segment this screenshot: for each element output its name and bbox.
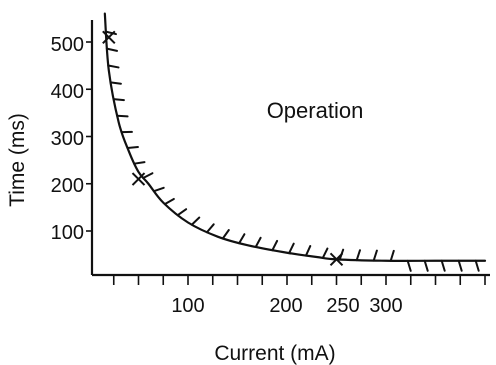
hatch-mark: [288, 242, 295, 255]
hatch-mark: [142, 172, 154, 180]
y-tick-label-300: 300: [51, 128, 84, 150]
hatch-mark: [440, 259, 446, 272]
hatch-mark: [190, 216, 201, 226]
y-tick-label-500: 500: [51, 34, 84, 56]
hatch-mark: [254, 236, 262, 248]
y-tick-label-100: 100: [51, 222, 84, 244]
hatch-mark: [116, 114, 129, 118]
x-tick-label-250: 250: [326, 295, 359, 317]
hatch-mark: [304, 245, 312, 257]
x-axis-label: Current (mA): [214, 342, 335, 365]
hatch-mark: [372, 249, 378, 262]
y-axis-ticks: [86, 41, 92, 232]
hatch-mark: [474, 259, 480, 272]
hatch-mark: [321, 247, 329, 259]
marked-point-3: [329, 252, 344, 267]
hatch-mark: [457, 259, 463, 272]
hatch-mark: [271, 239, 279, 252]
hatch-mark: [112, 98, 125, 102]
hatch-mark: [163, 197, 175, 206]
x-tick-label-200: 200: [269, 295, 302, 317]
x-tick-label-300: 300: [369, 295, 402, 317]
hatch-mark: [126, 146, 139, 150]
hatch-mark: [389, 249, 395, 262]
hatch-mark: [238, 233, 246, 245]
operation-curve: [103, 12, 487, 262]
y-tick-label-200: 200: [51, 175, 84, 197]
x-tick-label-100: 100: [171, 295, 204, 317]
marked-point-stroke: [329, 252, 344, 267]
hatch-mark: [107, 64, 120, 69]
hatch-mark: [406, 259, 412, 272]
marked-point-stroke: [102, 30, 116, 44]
x-axis-minor-ticks: [112, 275, 486, 285]
marked-point-stroke: [131, 172, 146, 186]
hatch-mark: [105, 47, 118, 52]
hatch-mark: [109, 81, 122, 85]
y-tick-label-400: 400: [51, 81, 84, 103]
hatch-mark: [205, 223, 215, 234]
hatch-group: [104, 30, 480, 272]
operation-label: Operation: [267, 98, 364, 123]
y-axis-label: Time (ms): [6, 113, 29, 207]
hatch-mark: [423, 259, 429, 272]
hatch-mark: [221, 229, 230, 240]
hatch-mark: [133, 161, 146, 165]
hatch-mark: [176, 208, 188, 217]
marked-point-1: [102, 30, 116, 44]
hatch-mark: [355, 249, 361, 262]
marked-point-2: [131, 172, 146, 186]
hatch-mark: [152, 186, 165, 193]
marked-points: [102, 30, 344, 267]
hatch-mark: [104, 30, 117, 36]
